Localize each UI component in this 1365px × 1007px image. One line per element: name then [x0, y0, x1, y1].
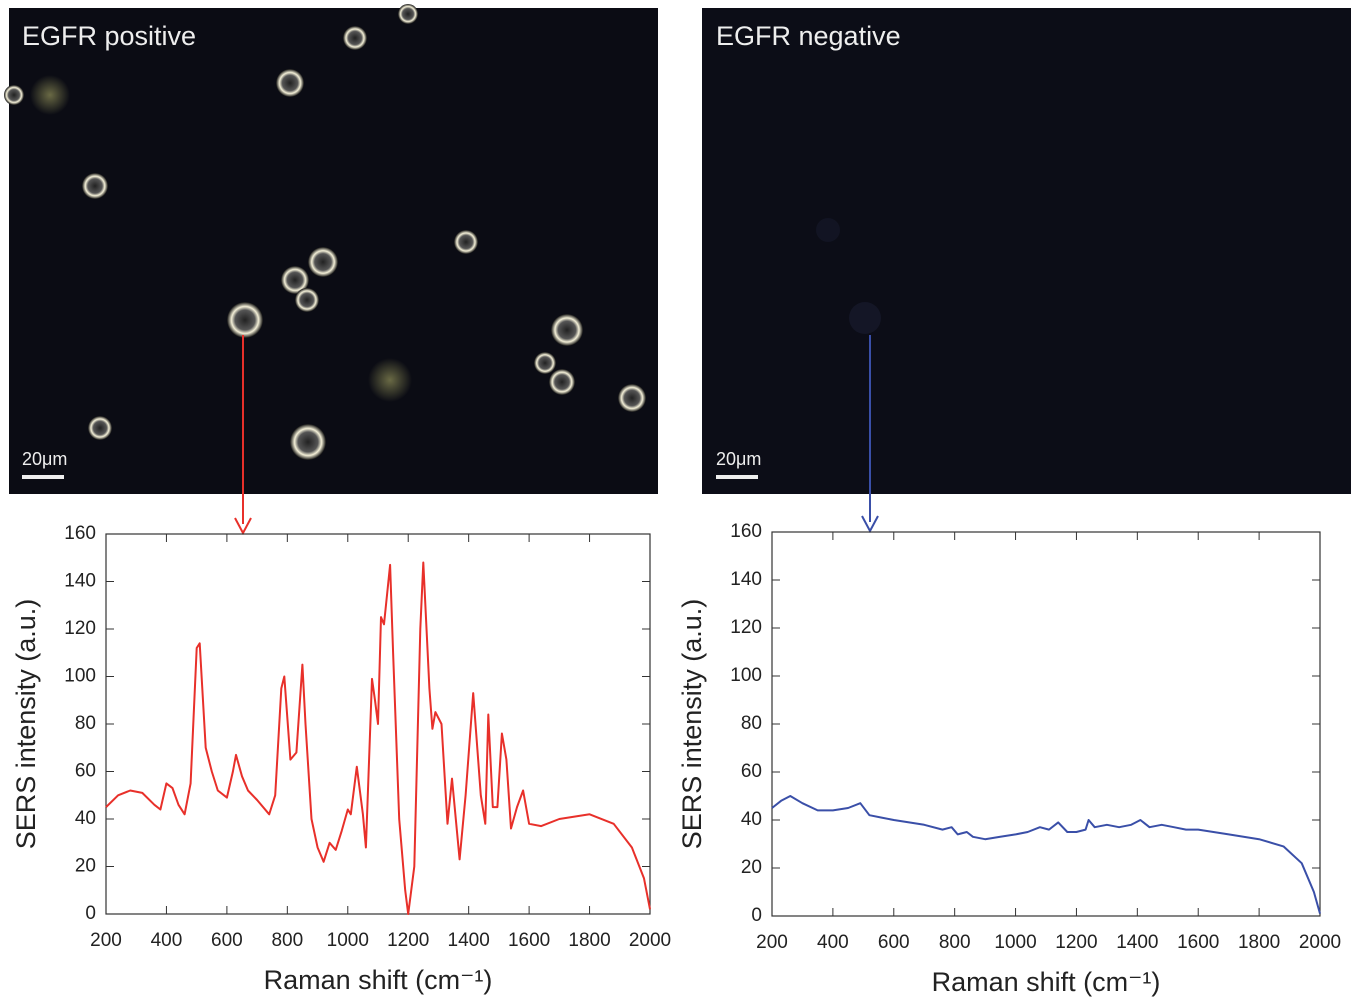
x-tick-label: 2000	[1299, 932, 1341, 953]
x-axis-label: Raman shift (cm⁻¹)	[264, 965, 493, 995]
y-tick-label: 100	[730, 665, 762, 686]
micrograph-positive: EGFR positive 20μm	[4, 4, 658, 494]
x-tick-label: 1600	[1177, 932, 1219, 953]
y-tick-label: 160	[730, 521, 762, 542]
y-axis-label: SERS intensity (a.u.)	[11, 599, 41, 850]
y-tick-label: 160	[64, 523, 96, 544]
x-tick-label: 800	[939, 932, 971, 953]
image-label: EGFR negative	[716, 21, 901, 51]
arrow-blue	[861, 335, 879, 534]
x-tick-label: 800	[271, 930, 303, 951]
y-tick-label: 120	[64, 618, 96, 639]
micrograph-negative: EGFR negative 20μm	[702, 8, 1351, 494]
y-tick-label: 100	[64, 666, 96, 687]
y-tick-label: 80	[75, 713, 96, 734]
x-tick-label: 400	[151, 930, 183, 951]
x-tick-label: 1600	[508, 930, 550, 951]
arrow-red	[234, 335, 252, 536]
x-tick-label: 1400	[1116, 932, 1158, 953]
y-tick-label: 80	[741, 713, 762, 734]
scale-bar-label: 20μm	[716, 449, 761, 469]
spectrum-line	[105, 561, 651, 915]
y-tick-label: 60	[75, 761, 96, 782]
x-tick-label: 2000	[629, 930, 671, 951]
y-tick-label: 120	[730, 617, 762, 638]
plot-frame	[771, 531, 1321, 917]
y-tick-label: 40	[741, 809, 762, 830]
x-tick-label: 600	[878, 932, 910, 953]
x-tick-label: 1000	[327, 930, 369, 951]
scale-bar-label: 20μm	[22, 449, 67, 469]
y-tick-label: 20	[75, 856, 96, 877]
y-tick-label: 20	[741, 857, 762, 878]
y-tick-label: 140	[730, 569, 762, 590]
x-tick-label: 600	[211, 930, 243, 951]
y-tick-label: 0	[85, 903, 96, 924]
y-tick-label: 0	[751, 905, 762, 926]
spectrum-line	[771, 795, 1321, 914]
y-tick-label: 60	[741, 761, 762, 782]
x-tick-label: 1800	[568, 930, 610, 951]
y-axis-label: SERS intensity (a.u.)	[677, 599, 707, 850]
y-tick-label: 40	[75, 808, 96, 829]
x-tick-label: 400	[817, 932, 849, 953]
x-axis-label: Raman shift (cm⁻¹)	[932, 967, 1161, 997]
image-label: EGFR positive	[22, 21, 196, 51]
x-tick-label: 1200	[1055, 932, 1097, 953]
x-tick-label: 200	[90, 930, 122, 951]
x-tick-label: 1000	[994, 932, 1036, 953]
x-tick-label: 200	[756, 932, 788, 953]
y-tick-label: 140	[64, 571, 96, 592]
x-tick-label: 1800	[1238, 932, 1280, 953]
x-tick-label: 1400	[448, 930, 490, 951]
x-tick-label: 1200	[387, 930, 429, 951]
